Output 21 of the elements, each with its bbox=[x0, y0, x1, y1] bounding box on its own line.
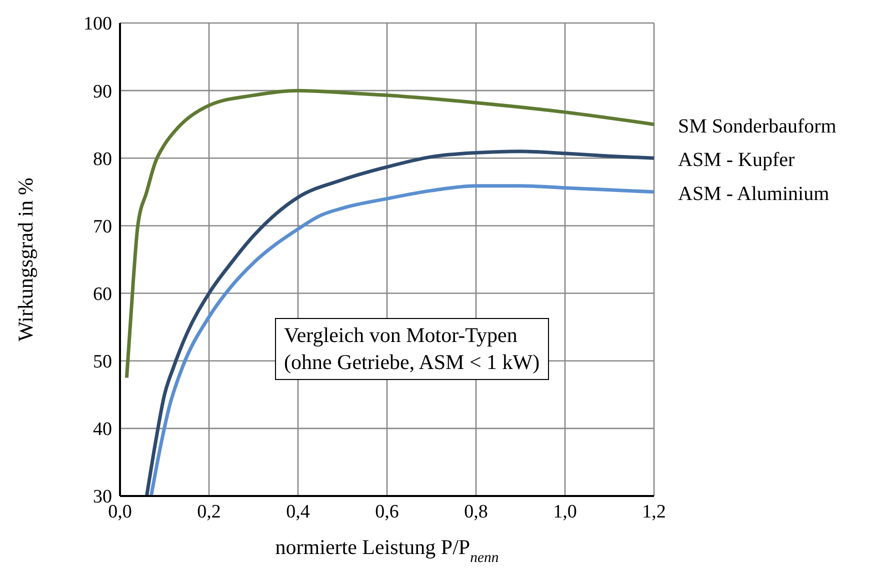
y-tick-label: 70 bbox=[93, 216, 112, 238]
y-tick-label: 90 bbox=[93, 81, 112, 102]
y-tick-label: 60 bbox=[93, 284, 112, 306]
y-tick-label: 80 bbox=[93, 148, 112, 170]
x-tick-label: 1,0 bbox=[553, 501, 577, 522]
x-axis-title: normierte Leistung P/P$_{nenn}$ bbox=[275, 535, 499, 566]
x-tick-label: 0,6 bbox=[375, 501, 399, 522]
series-label: SM Sonderbauform bbox=[678, 115, 837, 138]
y-axis-title: Wirkungsgrad in % bbox=[13, 178, 38, 342]
x-tick-label: 1,2 bbox=[642, 501, 666, 522]
x-tick-label: 0,8 bbox=[464, 501, 488, 522]
annotation: Vergleich von Motor-Typen (ohne Getriebe, ASM < 1 kW) bbox=[275, 318, 549, 380]
y-tick-label: 40 bbox=[93, 419, 112, 440]
x-tick-label: 0,0 bbox=[108, 501, 132, 522]
series-label: ASM - Kupfer bbox=[678, 149, 795, 172]
y-tick-label: 50 bbox=[93, 352, 112, 373]
x-tick-label: 0,4 bbox=[286, 501, 310, 522]
series-label: ASM - Aluminium bbox=[678, 182, 830, 205]
x-tick-label: 0,2 bbox=[197, 501, 221, 522]
y-tick-label: 100 bbox=[84, 14, 112, 35]
line-series bbox=[124, 88, 654, 380]
